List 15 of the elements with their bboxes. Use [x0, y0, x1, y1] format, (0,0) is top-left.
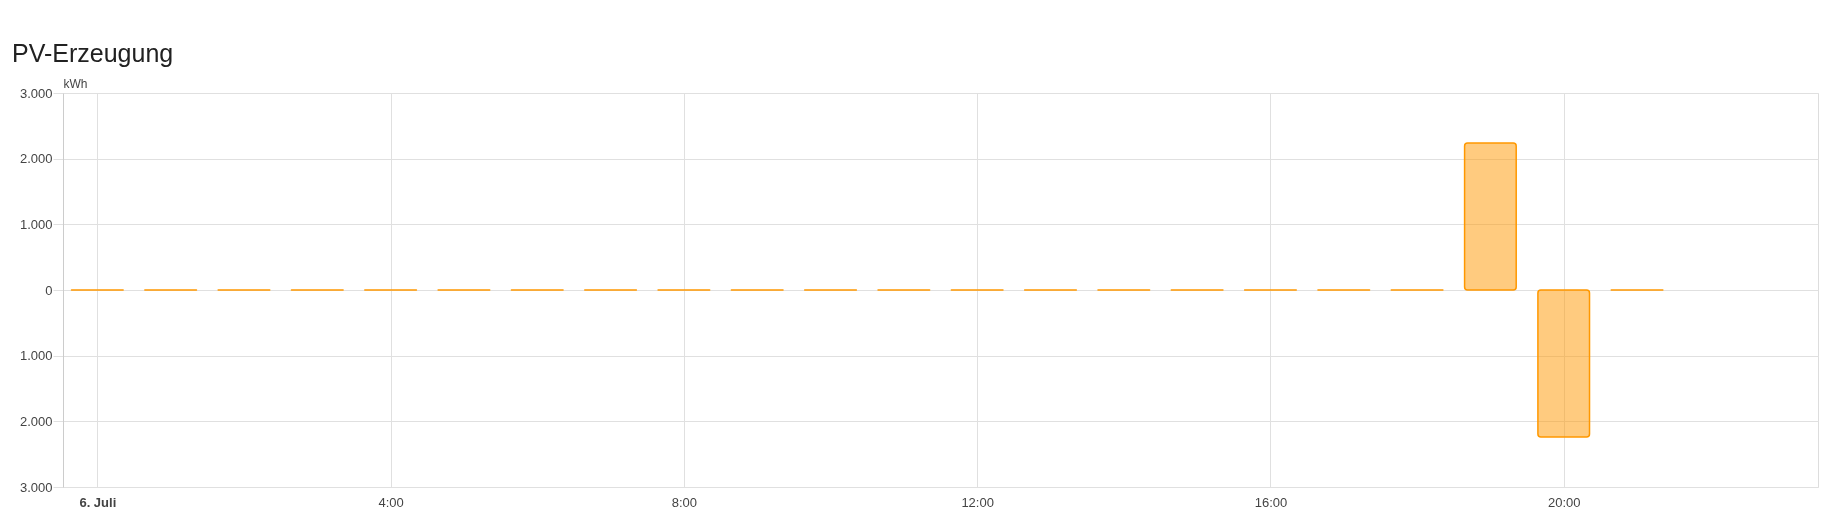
x-tick-label: 16:00 — [1254, 494, 1288, 510]
x-tick-label: 20:00 — [1547, 494, 1581, 510]
x-tick-label: 12:00 — [961, 494, 994, 510]
y-tick-label: 1.000 — [19, 216, 53, 232]
y-axis-title: kWh — [63, 76, 88, 91]
y-tick-label: 2.000 — [19, 151, 53, 167]
x-tick-label: 4:00 — [378, 494, 404, 510]
x-tick-label: 8:00 — [671, 494, 698, 510]
y-tick-label: 3.000 — [19, 85, 53, 101]
x-tick-label: 6. Juli — [79, 494, 117, 510]
y-tick-label: 3.000 — [19, 479, 53, 495]
y-tick-label: 0 — [45, 282, 53, 298]
chart-title: PV-Erzeugung — [12, 39, 174, 67]
y-tick-label: 2.000 — [19, 413, 53, 429]
y-tick-label: 1.000 — [19, 348, 53, 364]
